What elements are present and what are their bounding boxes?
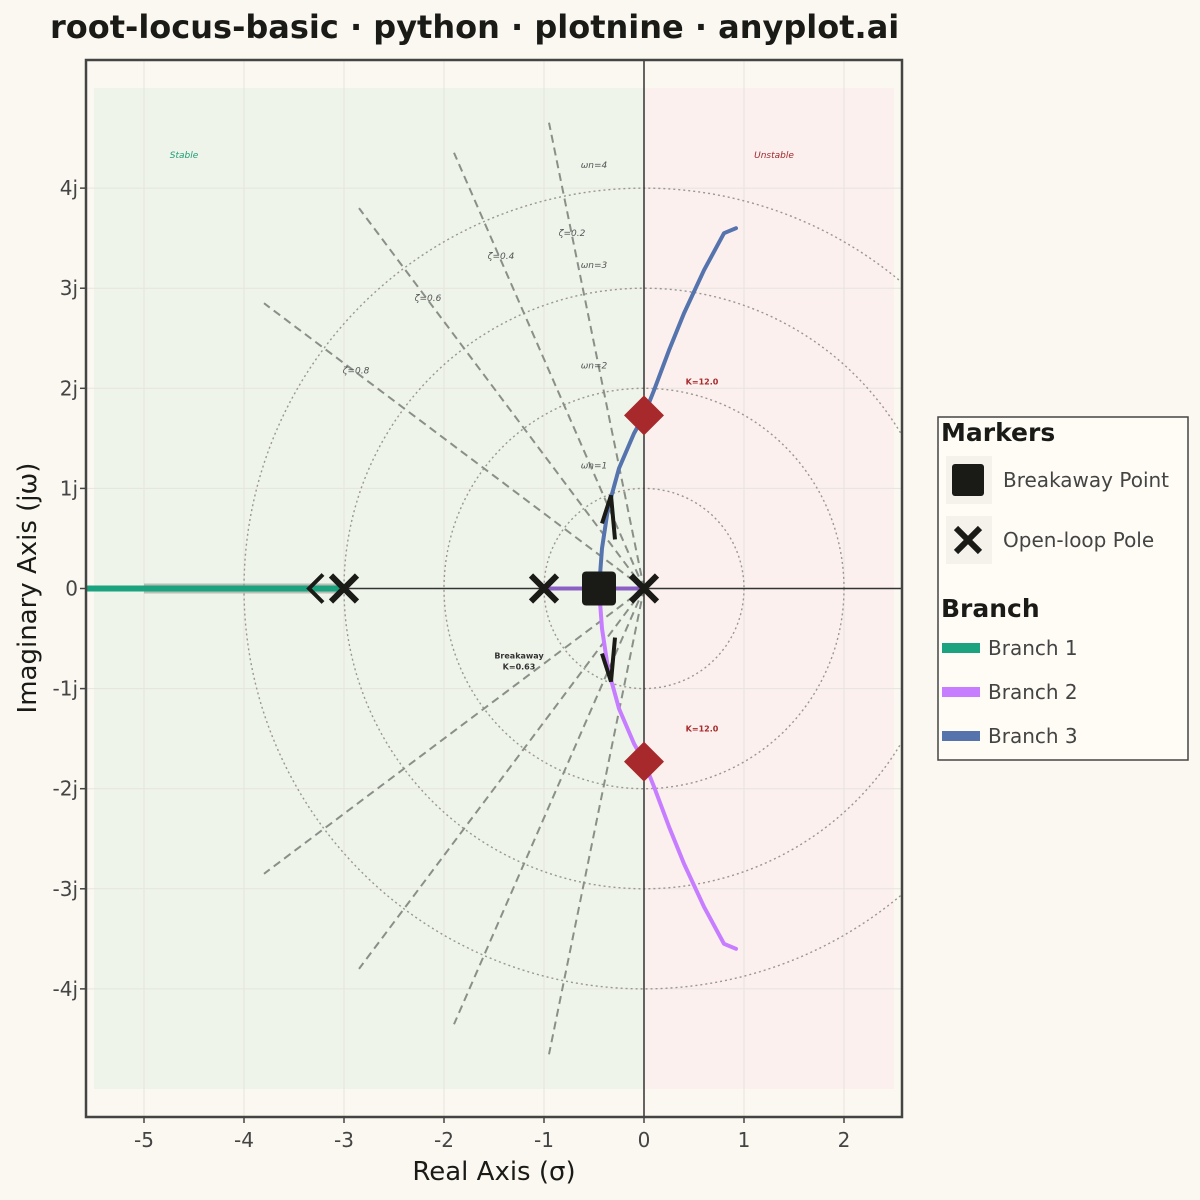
legend-branch-label: Branch 1 bbox=[988, 636, 1078, 660]
y-tick-label: -1j bbox=[53, 677, 79, 701]
open-loop-pole-marker bbox=[528, 573, 560, 604]
x-tick-label: -2 bbox=[434, 1128, 454, 1152]
zeta-label: ζ=0.8 bbox=[342, 366, 370, 376]
direction-arrow bbox=[306, 573, 325, 604]
x-tick-label: 2 bbox=[838, 1128, 851, 1152]
legend-branch-swatch bbox=[942, 731, 980, 741]
legend-branch-label: Branch 3 bbox=[988, 724, 1078, 748]
direction-arrow bbox=[600, 637, 617, 683]
x-tick-label: -1 bbox=[534, 1128, 554, 1152]
zeta-line bbox=[263, 587, 645, 875]
zeta-label: ζ=0.4 bbox=[487, 252, 515, 262]
crossing-marker bbox=[624, 395, 664, 436]
omega-n-label: ωn=4 bbox=[581, 161, 608, 171]
y-tick-label: -2j bbox=[53, 777, 79, 801]
x-tick-label: 1 bbox=[738, 1128, 751, 1152]
y-tick-label: 2j bbox=[60, 376, 78, 400]
y-tick-label: 4j bbox=[60, 176, 78, 200]
region-label: Stable bbox=[170, 151, 199, 161]
y-tick-label: 1j bbox=[60, 476, 78, 500]
legend: Markers Breakaway Point Open-loop Pole Bran… bbox=[937, 416, 1189, 761]
crossing-label: K=12.0 bbox=[686, 725, 719, 734]
zeta-line bbox=[358, 587, 645, 970]
direction-arrow bbox=[600, 494, 617, 540]
plot-content: Stable Unstable ωn=1 ωn=2 ωn=3 ωn=4 ζ=0.2 ζ=0.4… bbox=[86, 60, 902, 1117]
omega-n-label: ωn=1 bbox=[581, 461, 608, 471]
legend-breakaway-swatch bbox=[952, 464, 984, 496]
zeta-label: ζ=0.2 bbox=[558, 229, 586, 239]
x-tick-label: 0 bbox=[638, 1128, 651, 1152]
legend-markers-title: Markers bbox=[941, 418, 1055, 447]
y-tick-label: -3j bbox=[53, 877, 79, 901]
y-tick-label: 0 bbox=[65, 577, 78, 601]
x-tick-label: -3 bbox=[334, 1128, 354, 1152]
zeta-line bbox=[263, 302, 645, 590]
zeta-line bbox=[548, 122, 645, 589]
y-tick-label: -4j bbox=[53, 977, 79, 1001]
y-axis-label: Imaginary Axis (jω) bbox=[13, 463, 43, 714]
legend-branch-swatch bbox=[942, 687, 980, 697]
crossing-marker bbox=[624, 741, 664, 782]
legend-branch-swatch bbox=[942, 643, 980, 653]
zeta-line bbox=[548, 588, 645, 1055]
legend-branch-title: Branch bbox=[941, 594, 1040, 623]
plot-area: Stable Unstable ωn=1 ωn=2 ωn=3 ωn=4 ζ=0.2 ζ=0.4… bbox=[53, 58, 904, 1152]
y-tick-label: 3j bbox=[60, 276, 78, 300]
breakaway-label-line2: K=0.63 bbox=[503, 663, 536, 672]
zeta-line bbox=[358, 207, 645, 590]
x-tick-label: -5 bbox=[134, 1128, 154, 1152]
legend-branch-label: Branch 2 bbox=[988, 680, 1078, 704]
omega-n-label: ωn=2 bbox=[581, 361, 608, 371]
open-loop-pole-marker bbox=[628, 573, 660, 604]
zeta-label: ζ=0.6 bbox=[414, 294, 442, 304]
breakaway-marker bbox=[582, 571, 616, 606]
omega-n-label: ωn=3 bbox=[581, 261, 608, 271]
legend-pole-swatch bbox=[953, 525, 983, 555]
x-axis-label: Real Axis (σ) bbox=[412, 1157, 575, 1187]
legend-marker-label: Open-loop Pole bbox=[1003, 528, 1154, 552]
breakaway-label-line1: Breakaway bbox=[494, 652, 544, 661]
chart-title: root-locus-basic · python · plotnine · a… bbox=[50, 8, 899, 46]
crossing-label: K=12.0 bbox=[686, 377, 719, 386]
region-label: Unstable bbox=[754, 151, 794, 161]
legend-marker-label: Breakaway Point bbox=[1003, 468, 1169, 492]
open-loop-pole-marker bbox=[328, 573, 360, 604]
x-tick-label: -4 bbox=[234, 1128, 254, 1152]
